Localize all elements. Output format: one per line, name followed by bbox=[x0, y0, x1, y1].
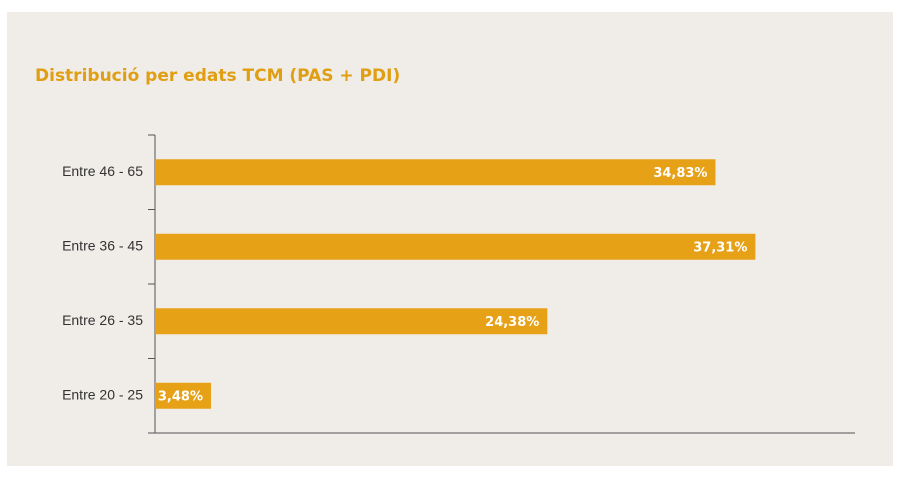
value-label: 34,83% bbox=[653, 166, 707, 181]
y-tick-label: Entre 36 - 45 bbox=[62, 237, 143, 253]
y-tick-label: Entre 26 - 35 bbox=[62, 312, 143, 328]
value-label: 24,38% bbox=[485, 315, 539, 330]
y-tick-label: Entre 46 - 65 bbox=[62, 163, 143, 179]
bar bbox=[155, 233, 756, 260]
bar bbox=[155, 308, 548, 335]
bar bbox=[155, 159, 716, 186]
bar bbox=[155, 382, 211, 409]
chart-title: Distribució per edats TCM (PAS + PDI) bbox=[35, 66, 400, 86]
value-label: 3,48% bbox=[158, 389, 203, 404]
value-label: 37,31% bbox=[693, 240, 747, 255]
y-tick-label: Entre 20 - 25 bbox=[62, 386, 143, 402]
